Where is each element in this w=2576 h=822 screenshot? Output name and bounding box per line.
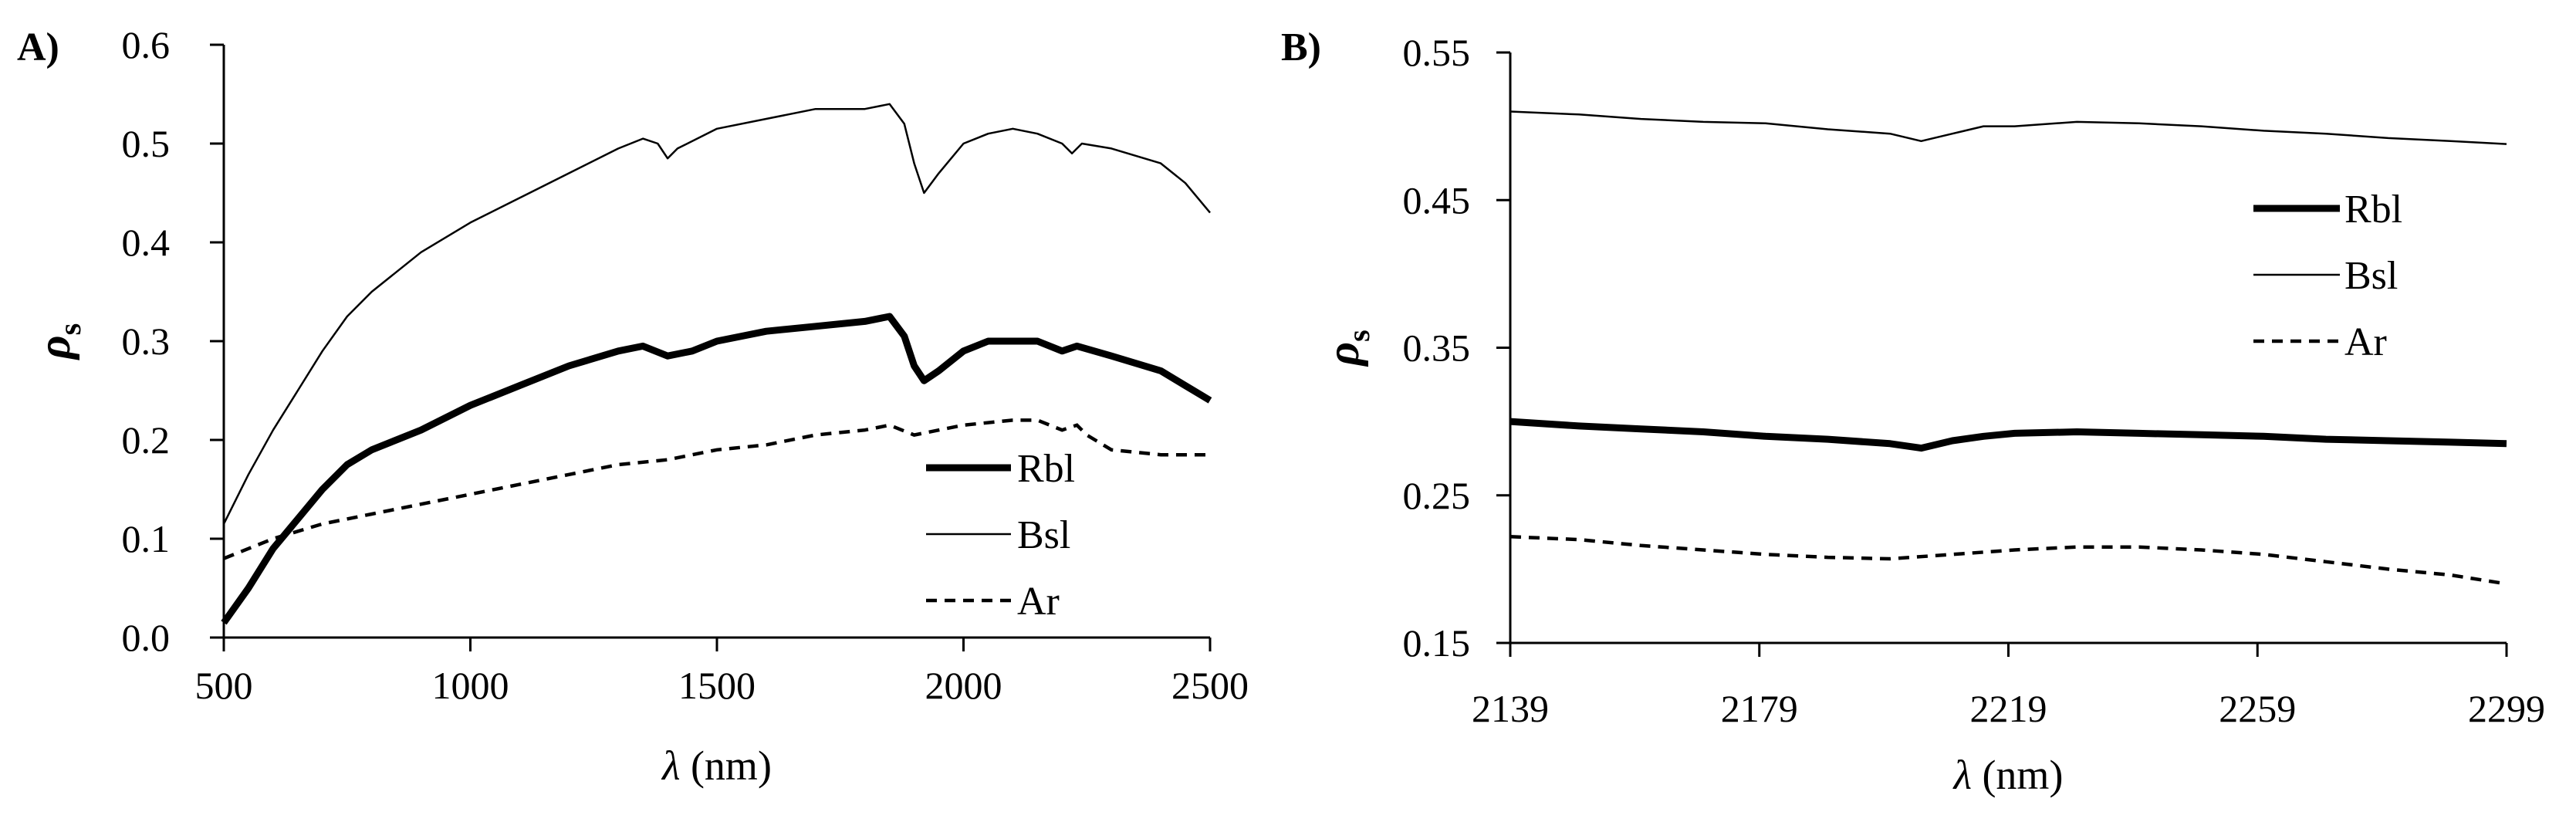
x-tick-label: 1500 bbox=[678, 664, 756, 707]
y-tick-label: 0.3 bbox=[122, 320, 171, 363]
legend-label-rbl: Rbl bbox=[2344, 188, 2402, 232]
legend-label-rbl: Rbl bbox=[1017, 447, 1075, 491]
x-tick-label: 500 bbox=[195, 664, 253, 707]
y-axis-title: ρs bbox=[29, 323, 87, 361]
x-tick-label: 2259 bbox=[2219, 687, 2296, 730]
y-tick-label: 0.45 bbox=[1403, 178, 1471, 222]
y-axis-title: ρs bbox=[1317, 330, 1376, 367]
x-tick-label: 2500 bbox=[1171, 664, 1249, 707]
x-tick-label: 2139 bbox=[1472, 687, 1549, 730]
panel-label: B) bbox=[1281, 25, 1321, 69]
y-tick-label: 0.55 bbox=[1403, 31, 1471, 74]
y-tick-label: 0.2 bbox=[122, 418, 171, 462]
legend-label-ar: Ar bbox=[2344, 320, 2387, 364]
y-tick-label: 0.35 bbox=[1403, 326, 1471, 370]
x-axis-title: λ (nm) bbox=[1952, 752, 2064, 798]
series-line-rbl bbox=[1509, 418, 2507, 452]
legend-label-bsl: Bsl bbox=[1017, 513, 1070, 557]
series-line-bsl bbox=[222, 103, 1211, 525]
y-tick-label: 0.6 bbox=[122, 23, 171, 66]
x-tick-label: 2179 bbox=[1721, 687, 1798, 730]
panel-label: A) bbox=[17, 25, 59, 69]
series-line-ar bbox=[223, 418, 1210, 560]
y-tick-label: 0.15 bbox=[1403, 621, 1471, 665]
panel-b: 0.15 0.25 0.35 0.45 0.55 2139 2179 2219 2259 2299… bbox=[1281, 25, 2545, 798]
x-tick-label: 2299 bbox=[2468, 687, 2545, 730]
y-tick-label: 0.1 bbox=[122, 517, 171, 560]
x-axis-title: λ (nm) bbox=[661, 743, 772, 789]
legend-label-bsl: Bsl bbox=[2344, 254, 2398, 298]
legend-label-ar: Ar bbox=[1017, 580, 1060, 624]
y-tick-label: 0.25 bbox=[1403, 474, 1471, 517]
y-tick-label: 0.0 bbox=[122, 616, 171, 659]
x-tick-label: 2219 bbox=[1970, 687, 2047, 730]
series-line-ar bbox=[1509, 535, 2507, 586]
x-tick-label: 2000 bbox=[925, 664, 1002, 707]
x-tick-label: 1000 bbox=[432, 664, 509, 707]
series-line-rbl bbox=[221, 313, 1212, 625]
panel-a: 0.0 0.1 0.2 0.3 0.4 0.5 0.6 500 1000 1500 2000 2500… bbox=[17, 23, 1249, 789]
y-tick-label: 0.4 bbox=[122, 221, 171, 264]
y-tick-label: 0.5 bbox=[122, 122, 171, 165]
series-line-bsl bbox=[1509, 110, 2507, 145]
